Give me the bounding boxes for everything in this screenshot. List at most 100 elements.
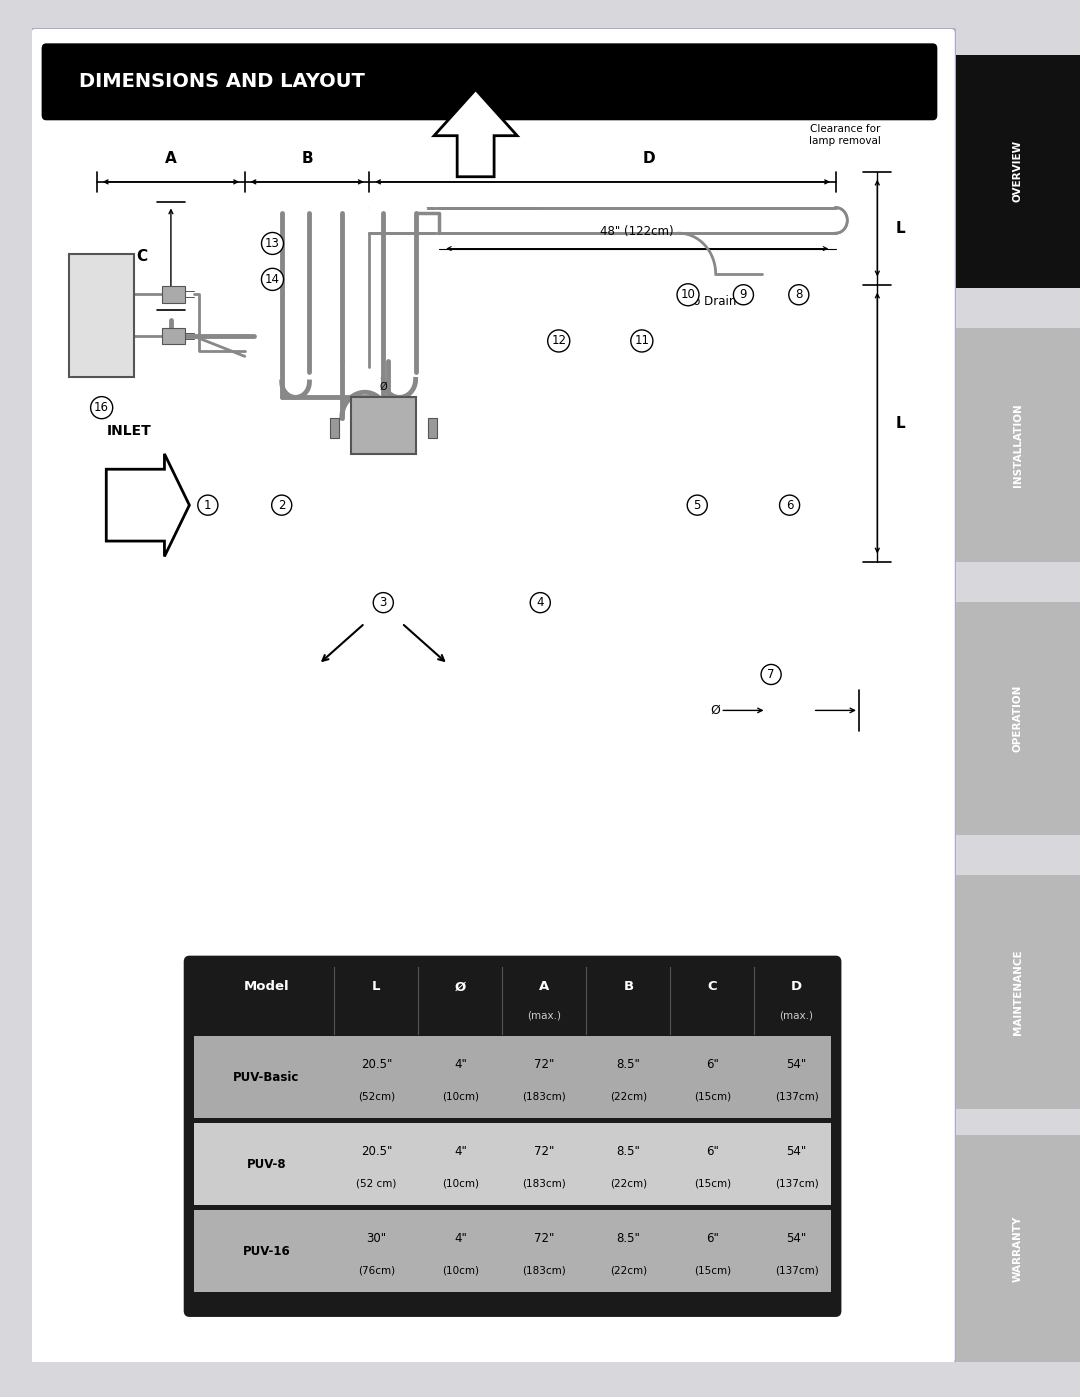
Text: (137cm): (137cm) [774,1179,819,1189]
Text: (22cm): (22cm) [610,1179,647,1189]
Text: To Drain: To Drain [688,295,737,307]
Text: (137cm): (137cm) [774,1266,819,1275]
Text: 4: 4 [537,597,544,609]
Text: D: D [791,981,802,993]
Text: (183cm): (183cm) [523,1266,566,1275]
Text: 9: 9 [740,288,747,302]
Bar [69,254,134,377]
Bar [351,397,416,454]
Text: (22cm): (22cm) [610,1266,647,1275]
Bar [194,1035,832,1118]
Text: (183cm): (183cm) [523,1179,566,1189]
Text: D: D [643,151,656,166]
Text: A: A [165,151,177,166]
Text: 4": 4" [454,1146,467,1158]
Text: Ø: Ø [455,981,467,993]
Text: B: B [301,151,313,166]
Bar [956,1136,1080,1362]
Bar [162,286,185,303]
Text: (183cm): (183cm) [523,1091,566,1101]
Text: (10cm): (10cm) [442,1091,478,1101]
Text: 6: 6 [786,499,794,511]
Text: PUV-Basic: PUV-Basic [233,1070,299,1084]
Text: 3: 3 [379,597,387,609]
Text: 14: 14 [265,272,280,286]
Text: (max.): (max.) [780,1010,813,1021]
Text: Model: Model [244,981,289,993]
Polygon shape [434,89,517,177]
Text: (15cm): (15cm) [694,1091,731,1101]
FancyBboxPatch shape [42,43,937,120]
Text: 54": 54" [786,1232,807,1245]
Text: (137cm): (137cm) [774,1091,819,1101]
Text: Ø: Ø [711,704,720,717]
Text: 8.5": 8.5" [617,1232,640,1245]
Text: OPERATION: OPERATION [1013,685,1023,752]
Polygon shape [106,454,189,556]
Bar [194,1210,832,1292]
Text: INSTALLATION: INSTALLATION [1013,402,1023,486]
Text: L: L [895,221,905,236]
Text: A: A [539,981,550,993]
Text: (10cm): (10cm) [442,1266,478,1275]
Text: 54": 54" [786,1058,807,1070]
Text: C: C [137,249,148,264]
Text: 72": 72" [535,1146,555,1158]
Text: DIMENSIONS AND LAYOUT: DIMENSIONS AND LAYOUT [79,71,364,91]
Text: 11: 11 [634,334,649,348]
Text: Clearance for
lamp removal: Clearance for lamp removal [809,124,881,145]
Bar [428,418,436,439]
Text: (15cm): (15cm) [694,1179,731,1189]
Text: Ø: Ø [379,383,387,393]
Text: 48" (122cm): 48" (122cm) [600,225,674,239]
Text: WARRANTY: WARRANTY [1013,1215,1023,1282]
Text: (52 cm): (52 cm) [356,1179,396,1189]
Text: L: L [373,981,380,993]
Text: 8: 8 [795,288,802,302]
Bar [162,328,185,345]
Text: INLET: INLET [106,425,151,439]
Text: 16: 16 [94,401,109,414]
Text: 4": 4" [454,1058,467,1070]
Text: 20.5": 20.5" [361,1058,392,1070]
Text: 4": 4" [454,1232,467,1245]
Text: C: C [707,981,717,993]
FancyBboxPatch shape [185,957,840,1316]
Text: OUTLET: OUTLET [445,91,507,105]
Bar [956,875,1080,1109]
Text: MAINTENANCE: MAINTENANCE [1013,949,1023,1035]
Text: 6": 6" [706,1058,719,1070]
Text: 8.5": 8.5" [617,1146,640,1158]
Text: 72": 72" [535,1058,555,1070]
Text: B: B [623,981,634,993]
Text: PUV-16: PUV-16 [243,1245,291,1259]
Bar [956,602,1080,835]
Text: PUV-8: PUV-8 [246,1158,286,1171]
Text: (52cm): (52cm) [357,1091,395,1101]
Text: OVERVIEW: OVERVIEW [1013,140,1023,203]
Text: 6": 6" [706,1232,719,1245]
FancyBboxPatch shape [30,28,956,1363]
Bar [329,418,339,439]
Text: (76cm): (76cm) [357,1266,395,1275]
Text: L: L [895,415,905,430]
Text: 30": 30" [366,1232,387,1245]
Text: 8.5": 8.5" [617,1058,640,1070]
Text: (22cm): (22cm) [610,1091,647,1101]
Text: 54": 54" [786,1146,807,1158]
Text: (10cm): (10cm) [442,1179,478,1189]
Bar [194,1123,832,1206]
Text: 20.5": 20.5" [361,1146,392,1158]
Text: 5: 5 [693,499,701,511]
Text: 6": 6" [706,1146,719,1158]
Text: (15cm): (15cm) [694,1266,731,1275]
Text: 2: 2 [278,499,285,511]
Text: 72": 72" [535,1232,555,1245]
Bar [956,54,1080,288]
Text: 7: 7 [768,668,774,680]
Text: 12: 12 [551,334,566,348]
Text: 10: 10 [680,288,696,302]
Bar [956,328,1080,562]
Text: (max.): (max.) [527,1010,562,1021]
Text: 1: 1 [204,499,212,511]
